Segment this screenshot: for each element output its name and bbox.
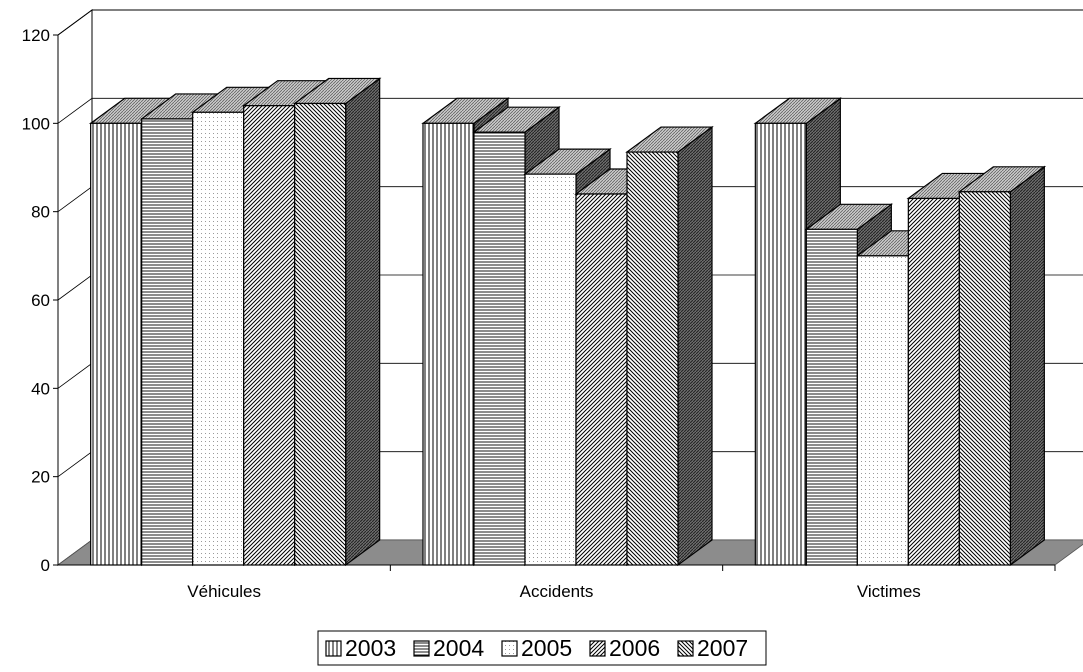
- bar-front: [907, 197, 960, 566]
- x-tick-label: Accidents: [520, 582, 594, 601]
- legend-label: 2006: [609, 635, 660, 661]
- legend-item: 2005: [501, 635, 572, 661]
- x-tick-label: Véhicules: [187, 582, 261, 601]
- bar-front: [294, 102, 347, 566]
- bar-front: [754, 122, 807, 566]
- gridline: [57, 97, 1083, 124]
- bar-front: [958, 191, 1011, 566]
- legend-item: 2006: [589, 635, 660, 661]
- legend-swatch: [413, 640, 430, 657]
- legend-swatch: [677, 640, 694, 657]
- legend-item: 2003: [325, 635, 396, 661]
- bar-front: [192, 111, 245, 566]
- bar-front: [805, 228, 858, 566]
- legend-label: 2005: [521, 635, 572, 661]
- bar-side: [1009, 165, 1045, 567]
- bar-front: [243, 105, 296, 566]
- y-tick-label: 120: [22, 26, 50, 45]
- legend-swatch: [325, 640, 342, 657]
- y-tick-label: 80: [31, 203, 50, 222]
- bar-front: [856, 255, 909, 566]
- bar-front: [575, 193, 628, 566]
- bar-front: [422, 122, 475, 566]
- y-tick-label: 60: [31, 291, 50, 310]
- legend-item: 2007: [677, 635, 748, 661]
- legend-label: 2007: [697, 635, 748, 661]
- gridline: [57, 9, 1083, 36]
- bar-front: [626, 151, 679, 566]
- bar-side: [677, 125, 713, 567]
- bar-front: [141, 118, 194, 566]
- legend: 2003 2004 2005 2006 2007: [317, 630, 767, 666]
- y-tick-label: 20: [31, 468, 50, 487]
- bars-layer: [88, 77, 1047, 567]
- y-tick-label: 40: [31, 379, 50, 398]
- bar-front: [524, 173, 577, 566]
- bar-front: [90, 122, 143, 566]
- legend-swatch: [589, 640, 606, 657]
- bar: [292, 77, 382, 567]
- x-tick-label: Victimes: [857, 582, 921, 601]
- bar: [957, 165, 1047, 567]
- y-tick-label: 100: [22, 114, 50, 133]
- legend-swatch: [501, 640, 518, 657]
- bar-side: [345, 77, 381, 567]
- legend-item: 2004: [413, 635, 484, 661]
- bar: [625, 125, 714, 567]
- legend-label: 2003: [345, 635, 396, 661]
- y-tick-label: 0: [41, 556, 50, 575]
- x-axis-labels: Véhicules Accidents Victimes: [187, 582, 920, 601]
- bar-front: [473, 131, 526, 566]
- legend-label: 2004: [433, 635, 484, 661]
